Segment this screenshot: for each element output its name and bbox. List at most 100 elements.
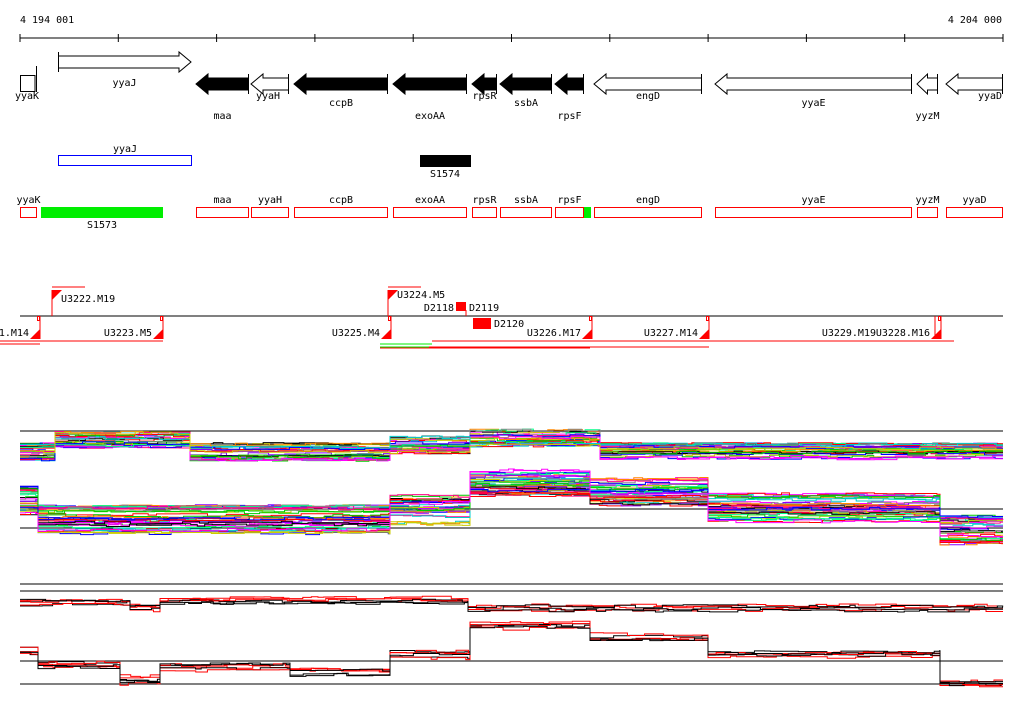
segment-label: 1.M14 [0, 328, 29, 339]
segment-track: U3222.M19 U3224.M5 D2118 1.M14 U3223.M5 U3225… [0, 286, 1003, 349]
gene-label-yyaE: yyaE [801, 98, 825, 109]
summary-trace-lower [20, 625, 1003, 684]
gene-label-engD: engD [636, 91, 660, 102]
transcript-label-ssbA: ssbA [514, 195, 538, 206]
transcript-rpsF[interactable] [555, 207, 584, 218]
expression-traces [20, 428, 1004, 688]
summary-trace-upper [20, 598, 1003, 613]
gene-yyaJ[interactable] [58, 50, 192, 74]
gene-label-ssbA: ssbA [514, 98, 538, 109]
gene-rpsR[interactable] [471, 72, 497, 96]
segment-label-U3224.M5: U3224.M5 [397, 290, 445, 301]
expression-trace-upper [20, 434, 1003, 462]
gene-engD[interactable] [593, 72, 702, 96]
segment-end-flag [381, 329, 391, 339]
transcript-label-yyaK: yyaK [16, 195, 40, 206]
expression-trace-lower [20, 486, 1003, 533]
transcript-ccpB[interactable] [294, 207, 388, 218]
gene-label-maa: maa [213, 111, 231, 122]
expression-trace-lower [20, 472, 1003, 541]
transcript-label-rpsF: rpsF [557, 195, 581, 206]
transcript-yyaK[interactable] [20, 207, 37, 218]
expression-trace-lower [20, 479, 1004, 520]
gene-track: yyaK yyaJ maa yyaH ccpB exoAA rpsR ssbA rpsF engD… [15, 50, 1003, 122]
transcript-yyaE[interactable] [715, 207, 912, 218]
transcript-exoAA[interactable] [393, 207, 467, 218]
gene-label-rpsF: rpsF [557, 111, 581, 122]
gene-ssbA[interactable] [499, 72, 552, 96]
summary-trace-upper [20, 598, 1004, 610]
ruler-end-label: 4 204 000 [948, 15, 1002, 26]
segment-end-flag [153, 329, 163, 339]
expression-trace-lower [20, 482, 1003, 534]
feature-label-yyaJ: yyaJ [113, 144, 137, 155]
expression-trace-lower [20, 488, 1003, 521]
expression-trace-lower [20, 477, 1003, 534]
gene-rpsF[interactable] [554, 72, 584, 96]
gene-label-yyaH: yyaH [256, 91, 280, 102]
feature-track: yyaJ S1574 [58, 144, 471, 180]
transcript-label-maa: maa [213, 195, 231, 206]
segment-label-U3222.M19: U3222.M19 [61, 294, 115, 305]
transcript-ssbA[interactable] [500, 207, 552, 218]
gene-label-yyzM: yyzM [915, 111, 939, 122]
gene-label-rpsR: rpsR [472, 91, 497, 102]
transcript-label-S1573: S1573 [87, 220, 117, 231]
transcript-yyaH[interactable] [251, 207, 289, 218]
transcript-label-yyaH: yyaH [258, 195, 282, 206]
segment-D2119[interactable] [473, 318, 491, 329]
expression-trace-lower [20, 483, 1003, 528]
transcript-engD[interactable] [594, 207, 702, 218]
expression-trace-upper [20, 431, 1003, 454]
expression-trace-lower [20, 468, 1003, 537]
feature-S1574[interactable] [420, 155, 471, 167]
feature-label-S1574: S1574 [430, 169, 460, 180]
segment-end-flag [931, 329, 941, 339]
gene-label-yyaD: yyaD [978, 91, 1002, 102]
summary-trace-lower [20, 623, 1003, 686]
gene-yyaH[interactable] [250, 72, 289, 96]
gene-exoAA[interactable] [392, 72, 467, 96]
summary-trace-lower [20, 626, 1003, 688]
segment-label-D2119: D2119 [469, 303, 499, 314]
expression-trace-lower [20, 479, 1003, 542]
segment-start-flag [52, 290, 62, 300]
feature-yyaJ[interactable] [58, 155, 192, 166]
segment-label-U3229.M19: U3229.M19 [822, 328, 876, 339]
transcript-yyzM[interactable] [917, 207, 938, 218]
segment-D2118[interactable] [456, 302, 466, 311]
transcript-label-exoAA: exoAA [415, 195, 445, 206]
gene-yyzM[interactable] [916, 72, 938, 96]
expression-trace-lower [20, 491, 1003, 544]
segment-end-flag [30, 329, 40, 339]
expression-trace-upper [20, 435, 1003, 450]
transcript-label-yyaD: yyaD [962, 195, 986, 206]
transcript-label-ccpB: ccpB [329, 195, 353, 206]
segment-end-flag [582, 329, 592, 339]
expression-trace-lower [20, 479, 1003, 525]
segment-label: U3226.M17 [527, 328, 581, 339]
gene-yyaK[interactable] [20, 66, 37, 92]
expression-trace-lower [20, 474, 1003, 524]
segment-end-flag [699, 329, 709, 339]
transcript-S1573[interactable] [41, 207, 163, 218]
expression-trace-lower [20, 480, 1003, 541]
transcript-label-engD: engD [636, 195, 660, 206]
gene-label-ccpB: ccpB [329, 98, 353, 109]
transcript-yyaD[interactable] [946, 207, 1003, 218]
segment-label: U3228.M16 [876, 328, 930, 339]
expression-trace-lower [20, 489, 1003, 534]
segment-label: U3223.M5 [104, 328, 152, 339]
gene-label-yyaJ: yyaJ [112, 78, 136, 89]
transcript-label-rpsR: rpsR [472, 195, 497, 206]
segment-label: U3227.M14 [644, 328, 698, 339]
gene-yyaE[interactable] [714, 72, 912, 96]
gene-maa[interactable] [195, 72, 249, 96]
gene-label-yyaK: yyaK [15, 91, 39, 102]
transcript-maa[interactable] [196, 207, 249, 218]
gene-yyaD[interactable] [945, 72, 1003, 96]
gene-ccpB[interactable] [293, 72, 388, 96]
transcript-rpsR[interactable] [472, 207, 497, 218]
transcript-track: S1573 yyaK maa yyaH ccpB exoAA rpsR ssbA rpsF en… [16, 195, 1003, 231]
